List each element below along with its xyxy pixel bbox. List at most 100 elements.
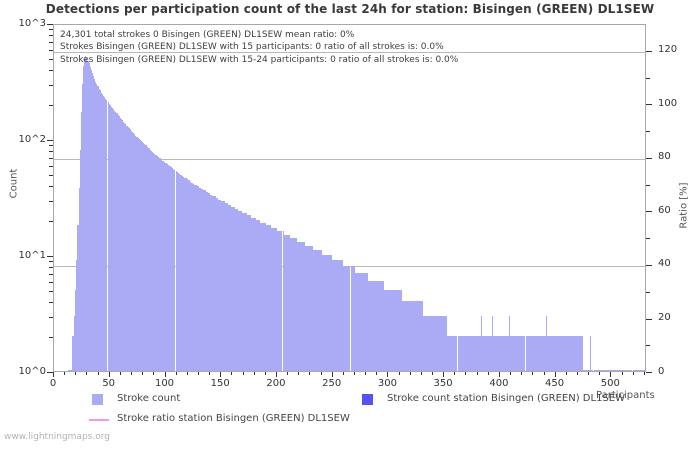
histogram-bar — [485, 336, 487, 371]
y-tick-minor — [49, 290, 53, 292]
y-tick-minor — [49, 70, 53, 72]
histogram-bar — [84, 58, 86, 371]
histogram-bar — [535, 336, 537, 371]
histogram-bar — [227, 204, 229, 371]
histogram-bar — [196, 186, 198, 371]
y-tick-major — [47, 24, 53, 25]
histogram-bar — [263, 222, 265, 371]
histogram-bar — [266, 225, 268, 371]
histogram-bar — [439, 315, 441, 371]
histogram-bar — [418, 301, 420, 371]
histogram-bar — [330, 255, 332, 371]
histogram-bar — [625, 369, 627, 371]
histogram-bar — [275, 228, 277, 371]
gridline — [54, 158, 645, 160]
histogram-bar — [270, 225, 272, 371]
histogram-bar — [127, 126, 129, 371]
histogram-bar — [260, 222, 262, 371]
histogram-bar — [191, 182, 193, 371]
histogram-bar — [319, 250, 321, 371]
chart-legend: Stroke count Stroke count station Bisinge… — [0, 391, 700, 431]
histogram-bar — [309, 245, 311, 371]
legend-swatch — [92, 394, 103, 405]
histogram-bar — [424, 315, 426, 371]
y-tick-minor — [49, 58, 53, 60]
histogram-bar — [86, 57, 88, 371]
x-tick — [443, 372, 445, 377]
histogram-bar — [587, 369, 590, 371]
histogram-bar — [555, 336, 557, 371]
histogram-bar — [543, 336, 545, 371]
histogram-bar — [595, 369, 597, 371]
histogram-bar — [325, 255, 328, 371]
histogram-bar — [353, 266, 355, 371]
histogram-bar — [220, 199, 222, 371]
histogram-bar — [323, 255, 325, 371]
y-tick-minor — [49, 145, 53, 147]
histogram-bar — [343, 266, 345, 371]
histogram-bar — [163, 161, 165, 371]
x-tick-label: 0 — [49, 378, 57, 389]
histogram-bar — [596, 369, 598, 371]
histogram-bar — [161, 159, 163, 371]
histogram-bar — [215, 198, 217, 371]
x-tick — [565, 372, 567, 375]
histogram-bar — [90, 69, 92, 371]
histogram-bar — [256, 220, 258, 371]
histogram-bar — [236, 208, 238, 371]
x-tick — [53, 372, 54, 377]
histogram-bar — [367, 272, 369, 371]
histogram-bar — [81, 83, 83, 371]
histogram-bar — [366, 272, 368, 371]
histogram-bar — [546, 336, 548, 371]
histogram-bar — [443, 315, 445, 371]
histogram-bar — [337, 260, 339, 371]
histogram-bar — [476, 336, 478, 371]
histogram-bar — [221, 201, 223, 371]
histogram-bar — [599, 369, 601, 371]
histogram-bar — [579, 336, 581, 371]
histogram-bar — [531, 336, 533, 371]
histogram-bar — [324, 255, 326, 371]
histogram-bar — [529, 336, 532, 371]
histogram-bar — [216, 198, 218, 371]
x-tick — [420, 372, 422, 375]
histogram-bar — [77, 225, 79, 371]
x-tick-label: 150 — [210, 378, 230, 389]
histogram-bar — [505, 336, 507, 371]
y-tick-minor — [49, 174, 53, 176]
histogram-bar — [575, 336, 577, 371]
histogram-bar — [362, 272, 364, 371]
histogram-bar — [642, 369, 644, 371]
histogram-bar — [585, 369, 587, 371]
histogram-bar — [506, 336, 508, 371]
histogram-bar — [315, 250, 318, 371]
x-tick — [131, 372, 132, 375]
histogram-bar — [629, 369, 631, 371]
histogram-bar — [425, 315, 427, 371]
histogram-bar — [512, 336, 514, 371]
histogram-bar — [261, 222, 263, 371]
histogram-bar — [351, 266, 353, 371]
histogram-bar — [88, 63, 90, 371]
x-tick — [342, 372, 344, 375]
histogram-bar — [95, 82, 97, 371]
histogram-bar — [168, 165, 170, 371]
histogram-bar — [404, 301, 406, 371]
y2-tick — [646, 291, 650, 293]
annotation-block: 24,301 total strokes 0 Bisingen (GREEN) … — [60, 29, 580, 66]
histogram-bar — [607, 369, 610, 371]
histogram-bar — [604, 369, 606, 371]
histogram-bar — [276, 231, 279, 371]
histogram-bar — [400, 289, 402, 371]
y2-tick — [646, 318, 652, 320]
histogram-bar — [548, 336, 551, 371]
y-tick-minor — [49, 165, 53, 167]
histogram-bar — [412, 301, 415, 371]
histogram-bar — [623, 369, 625, 371]
histogram-bar — [217, 199, 219, 371]
histogram-bar — [284, 234, 286, 371]
y-tick-minor — [49, 151, 53, 153]
histogram-bar — [299, 241, 301, 371]
